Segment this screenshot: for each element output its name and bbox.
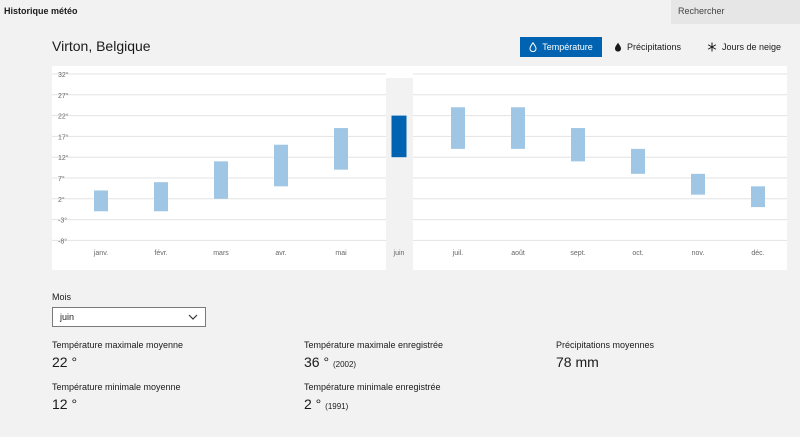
title-bar: Historique météo Rechercher [0,0,800,24]
month-select[interactable]: juin [52,307,206,327]
snowflake-icon [707,42,717,52]
avg-max-label: Température maximale moyenne [52,340,184,350]
temperature-range-bar[interactable] [691,173,705,195]
record-min-year: (1991) [325,402,349,411]
selected-column-gap [386,78,413,270]
temperature-range-bar[interactable] [214,161,228,199]
x-tick-label: janv. [93,250,108,257]
temperature-range-bar[interactable] [94,190,108,212]
temperature-range-bar[interactable] [334,128,348,170]
x-tick-label: févr. [154,250,167,257]
x-tick-label: nov. [692,250,705,257]
location-title: Virton, Belgique [52,38,151,54]
tab-snow-days-label: Jours de neige [722,42,782,52]
record-min-temp: Température minimale enregistrée 2 ° (19… [304,382,441,412]
app-title: Historique météo [4,6,78,16]
tab-precipitations-label: Précipitations [627,42,682,52]
x-tick-label: avr. [275,250,286,257]
x-tick-label: sept. [570,250,585,257]
y-tick-label: -8° [58,237,67,245]
month-select-value: juin [60,312,75,322]
temperature-range-bar[interactable] [154,182,168,212]
record-max-label: Température maximale enregistrée [304,340,444,350]
droplet-outline-icon [529,42,537,52]
y-tick-label: 22° [58,113,69,121]
temperature-range-bar[interactable] [631,148,645,174]
search-placeholder: Rechercher [678,6,725,16]
x-tick-label: oct. [632,250,643,257]
temperature-range-bar[interactable] [751,186,765,208]
avg-min-label: Température minimale moyenne [52,382,181,392]
x-tick-label: mai [335,250,347,257]
temperature-chart: 32° 27° 22° 17° 12° 7° 2° -3° -8° janv. févr. mars… [52,66,787,270]
temperature-range-bar[interactable] [571,128,585,162]
chevron-down-icon [188,314,198,320]
y-tick-label: 17° [58,133,69,141]
x-tick-label: août [511,250,525,257]
record-max-year: (2002) [332,360,357,369]
y-tick-label: 7° [58,175,65,183]
tab-temperature[interactable]: Température [520,37,602,57]
y-tick-label: 2° [58,196,65,204]
record-min-value: 2 ° [304,396,322,412]
temperature-range-bar[interactable] [274,144,288,187]
tab-precipitations[interactable]: Précipitations [614,37,681,57]
precip-value: 78 mm [556,354,599,370]
record-max-temp: Température maximale enregistrée 36 ° (2… [304,340,443,370]
y-tick-label: -3° [58,217,67,225]
search-box[interactable]: Rechercher [671,0,800,24]
record-min-label: Température minimale enregistrée [304,382,441,392]
y-tick-label: 32° [58,71,69,79]
tab-snow-days[interactable]: Jours de neige [707,37,781,57]
precip-label: Précipitations moyennes [556,340,655,350]
x-tick-label: déc. [751,250,764,257]
x-tick-label: juin [393,250,405,257]
y-tick-label: 27° [58,92,69,100]
temperature-range-bar[interactable] [451,107,465,149]
month-label: Mois [52,292,72,302]
x-tick-label: mars [213,250,229,257]
droplet-icon [615,42,621,52]
avg-precipitation: Précipitations moyennes 78 mm [556,340,654,370]
avg-max-value: 22 ° [52,354,78,370]
avg-min-value: 12 ° [52,396,78,412]
y-tick-label: 12° [58,154,69,162]
temperature-range-bar[interactable] [511,107,525,149]
avg-max-temp: Température maximale moyenne 22 ° [52,340,183,370]
x-tick-label: juil. [452,250,464,257]
tab-temperature-label: Température [542,42,593,52]
temperature-range-bar[interactable] [391,115,407,158]
avg-min-temp: Température minimale moyenne 12 ° [52,382,181,412]
record-max-value: 36 ° [304,354,330,370]
chart-background [52,66,787,270]
